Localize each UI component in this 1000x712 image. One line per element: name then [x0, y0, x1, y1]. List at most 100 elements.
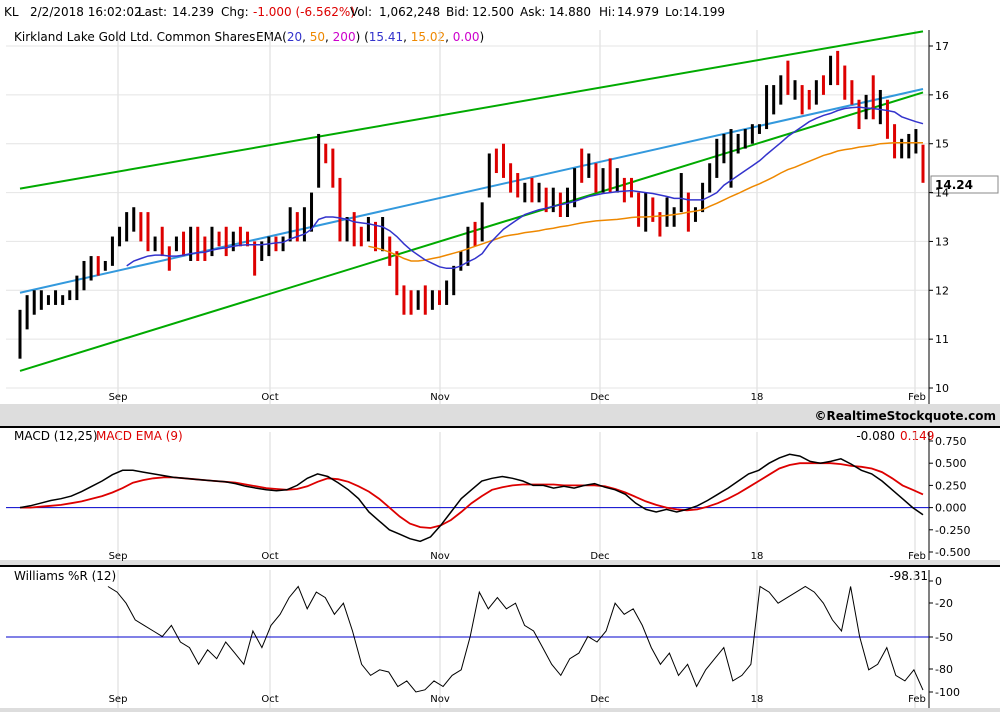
ohlc-bar	[210, 226, 214, 257]
ohlc-bar	[274, 236, 278, 252]
y-tick-label: -0.250	[935, 524, 970, 537]
ohlc-bar	[715, 138, 719, 178]
x-tick-label: Dec	[590, 694, 609, 705]
ohlc-bar	[96, 256, 100, 276]
ohlc-bar	[182, 231, 186, 257]
x-tick-label: 18	[751, 551, 764, 562]
x-tick-label: 18	[751, 392, 764, 403]
ohlc-bar	[601, 168, 605, 193]
change-value: -1.000 (-6.562%)	[253, 5, 355, 19]
ema20-line	[126, 106, 924, 270]
macd-title: MACD (12,25)	[14, 429, 98, 443]
last-value: 14.239	[172, 5, 214, 19]
ohlc-bar	[231, 231, 235, 252]
ema20-period: 20	[287, 30, 302, 44]
ohlc-bar	[921, 144, 925, 183]
ask-label: Ask:	[520, 5, 546, 19]
ohlc-bar	[893, 124, 897, 159]
panel-separator	[0, 404, 1000, 428]
ohlc-bar	[708, 163, 712, 193]
ohlc-bar	[736, 133, 740, 154]
ohlc-bar	[629, 177, 633, 198]
ohlc-bar	[743, 129, 747, 149]
ohlc-bar	[501, 143, 505, 178]
x-tick-label: Oct	[261, 392, 278, 403]
ohlc-bar	[850, 80, 854, 105]
ohlc-bar	[189, 226, 193, 261]
ohlc-bar	[46, 295, 50, 305]
ohlc-bar	[89, 256, 93, 281]
y-tick-label: 0.500	[935, 457, 967, 470]
ohlc-bar	[395, 251, 399, 296]
x-tick-label: Sep	[109, 694, 128, 705]
ohlc-bar	[416, 290, 420, 310]
lower-channel-line	[19, 91, 924, 372]
ohlc-bar	[565, 187, 569, 217]
ohlc-bar	[615, 168, 619, 193]
x-tick-label: Oct	[261, 551, 278, 562]
y-tick-label: 11	[935, 333, 949, 346]
ohlc-bar	[537, 182, 541, 203]
ohlc-bar	[494, 148, 498, 174]
ohlc-bar	[693, 207, 697, 222]
ohlc-bar	[132, 207, 136, 232]
ohlc-bar	[253, 241, 257, 276]
ohlc-bar	[82, 260, 86, 291]
ohlc-bar	[118, 226, 122, 247]
ohlc-bar	[466, 226, 470, 266]
last-price-value: 14.24	[935, 178, 973, 192]
ohlc-bar	[544, 187, 548, 213]
ema50-line	[368, 141, 923, 262]
quote-header: KL 2/2/2018 16:02:02 Last: 14.239 Chg: -…	[0, 0, 1000, 24]
ohlc-bar	[871, 75, 875, 120]
ohlc-bar	[580, 148, 584, 183]
ohlc-bar	[516, 173, 520, 198]
y-tick-label: -0.500	[935, 546, 970, 559]
ohlc-bar	[551, 187, 555, 213]
ohlc-bar	[573, 168, 577, 208]
ohlc-bar	[267, 236, 271, 257]
y-tick-label: 0.250	[935, 479, 967, 492]
ohlc-bar	[359, 226, 363, 247]
macd-signal-title: MACD EMA (9)	[96, 429, 183, 443]
ohlc-bar	[622, 177, 626, 203]
ohlc-bar	[750, 124, 754, 144]
ohlc-bar	[878, 89, 882, 125]
x-tick-label: Nov	[430, 694, 450, 705]
ohlc-bar	[302, 207, 306, 242]
ohlc-bar	[25, 295, 29, 330]
ohlc-bar	[914, 129, 918, 154]
williams-value: -98.31	[889, 569, 928, 583]
ema50-value: 15.02	[411, 30, 445, 44]
ohlc-bar	[295, 212, 299, 242]
ohlc-bar	[153, 236, 157, 252]
ohlc-bar	[288, 207, 292, 242]
ohlc-bar	[438, 290, 442, 305]
macd-line	[19, 453, 924, 543]
ohlc-bar	[310, 192, 314, 232]
last-label: Last:	[138, 5, 168, 19]
y-tick-label: -20	[935, 597, 953, 610]
ohlc-bar	[459, 251, 463, 271]
y-tick-label: -50	[935, 631, 953, 644]
ohlc-bar	[125, 212, 129, 242]
ohlc-bar	[793, 80, 797, 100]
ohlc-bar	[907, 133, 911, 159]
y-tick-label: -80	[935, 663, 953, 676]
ohlc-bar	[651, 197, 655, 222]
ohlc-bar	[388, 236, 392, 266]
ohlc-bar	[452, 265, 456, 296]
last-price-tag	[930, 175, 999, 194]
x-tick-label: Dec	[590, 551, 609, 562]
ohlc-bar	[594, 163, 598, 193]
y-tick-label: -100	[935, 686, 960, 699]
y-tick-label: 0.750	[935, 435, 967, 448]
ohlc-bar	[722, 133, 726, 164]
ohlc-bar	[608, 158, 612, 193]
datetime-text: 2/2/2018 16:02:02	[30, 5, 142, 19]
ohlc-bar	[729, 129, 733, 188]
ohlc-bar	[829, 55, 833, 86]
ohlc-bar	[864, 94, 868, 120]
ohlc-bar	[779, 75, 783, 105]
